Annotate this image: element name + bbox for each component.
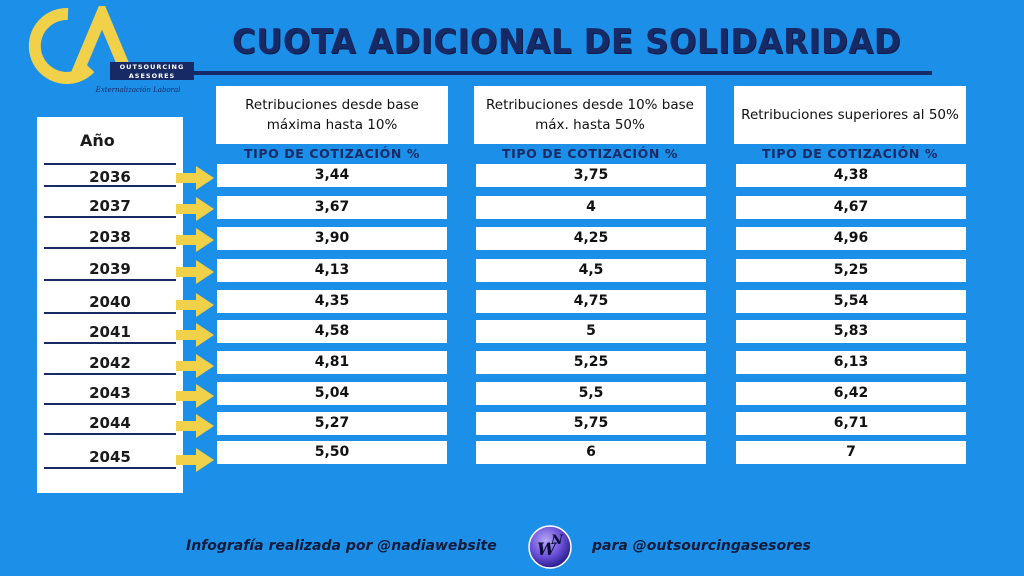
rate-cell: 4,96 (736, 227, 966, 250)
svg-text:W: W (537, 540, 558, 560)
rate-cell: 4,75 (476, 290, 706, 313)
title-underline (188, 71, 932, 75)
footer-credit: Infografía realizada por @nadiawebsite (186, 538, 497, 554)
arrow-right-icon (176, 323, 214, 347)
year-2037: 2037 (44, 194, 176, 218)
arrow-right-icon (176, 166, 214, 190)
rate-cell: 5,27 (217, 412, 447, 435)
column-header-2: Retribuciones desde 10% base máx. hasta … (474, 86, 706, 144)
rate-cell: 5,83 (736, 320, 966, 343)
page-title: CUOTA ADICIONAL DE SOLIDARIDAD (232, 22, 902, 62)
rate-cell: 4,5 (476, 259, 706, 282)
arrow-right-icon (176, 260, 214, 284)
rate-cell: 4,67 (736, 196, 966, 219)
rate-cell: 4,81 (217, 351, 447, 374)
year-2044: 2044 (44, 411, 176, 435)
column-subheader-1: TIPO DE COTIZACIÓN % (243, 146, 421, 161)
rate-cell: 5,25 (736, 259, 966, 282)
rate-cell: 4,35 (217, 290, 447, 313)
wn-badge-icon: W N (527, 524, 573, 570)
year-2040: 2040 (44, 290, 176, 314)
rate-cell: 6,71 (736, 412, 966, 435)
rate-cell: 3,90 (217, 227, 447, 250)
svg-text:N: N (550, 533, 564, 548)
year-2038: 2038 (44, 225, 176, 249)
year-2045: 2045 (44, 445, 176, 469)
rate-cell: 3,44 (217, 164, 447, 187)
logo-subtitle: Externalización Laboral (95, 86, 181, 94)
arrow-right-icon (176, 384, 214, 408)
rate-cell: 5,25 (476, 351, 706, 374)
arrow-right-icon (176, 228, 214, 252)
column-header-3: Retribuciones superiores al 50% (734, 86, 966, 144)
column-subheader-2: TIPO DE COTIZACIÓN % (501, 146, 679, 161)
rate-cell: 6,13 (736, 351, 966, 374)
rate-cell: 5,54 (736, 290, 966, 313)
rate-cell: 3,67 (217, 196, 447, 219)
oa-logo-icon (28, 6, 134, 84)
rate-cell: 4 (476, 196, 706, 219)
rate-cell: 4,13 (217, 259, 447, 282)
year-2039: 2039 (44, 257, 176, 281)
footer-client: para @outsourcingasesores (592, 538, 811, 554)
rate-cell: 4,25 (476, 227, 706, 250)
year-2036: 2036 (44, 163, 176, 187)
year-2043: 2043 (44, 381, 176, 405)
rate-cell: 5,75 (476, 412, 706, 435)
rate-cell: 7 (736, 441, 966, 464)
year-header: Año (80, 131, 115, 150)
column-subheader-3: TIPO DE COTIZACIÓN % (761, 146, 939, 161)
arrow-right-icon (176, 354, 214, 378)
rate-cell: 3,75 (476, 164, 706, 187)
column-header-1: Retribuciones desde base máxima hasta 10… (216, 86, 448, 144)
arrow-right-icon (176, 448, 214, 472)
logo-band: OUTSOURCING ASESORES (110, 62, 194, 80)
rate-cell: 6 (476, 441, 706, 464)
rate-cell: 5,5 (476, 382, 706, 405)
year-panel (37, 117, 183, 493)
arrow-right-icon (176, 293, 214, 317)
rate-cell: 4,38 (736, 164, 966, 187)
rate-cell: 4,58 (217, 320, 447, 343)
rate-cell: 5,50 (217, 441, 447, 464)
rate-cell: 5 (476, 320, 706, 343)
arrow-right-icon (176, 414, 214, 438)
company-logo: OUTSOURCING ASESORES Externalización Lab… (20, 6, 194, 101)
year-2042: 2042 (44, 351, 176, 375)
year-2041: 2041 (44, 320, 176, 344)
rate-cell: 6,42 (736, 382, 966, 405)
rate-cell: 5,04 (217, 382, 447, 405)
arrow-right-icon (176, 197, 214, 221)
